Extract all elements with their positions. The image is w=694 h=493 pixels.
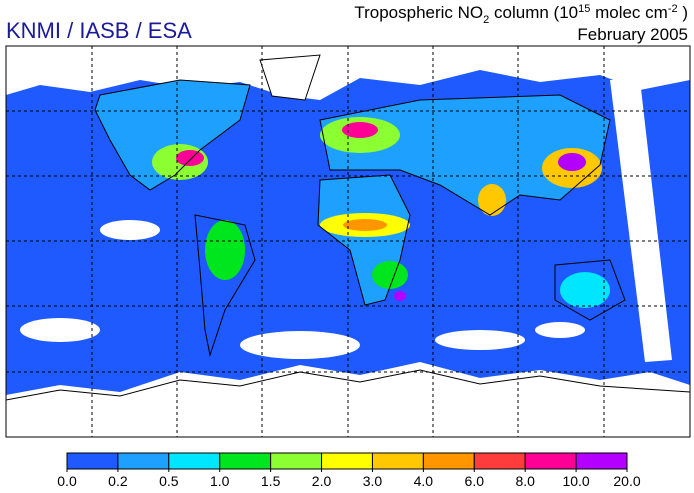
colorbar-bin <box>575 452 628 470</box>
hotspot <box>560 272 610 308</box>
graticule <box>6 46 690 437</box>
colorbar-bin <box>473 452 526 470</box>
hotspot <box>205 220 245 280</box>
colorbar-tick-label: 1.0 <box>210 473 230 489</box>
grid-lines <box>6 46 690 437</box>
colorbar-tick-label: 8.0 <box>515 473 535 489</box>
colorbar-tick-label: 4.0 <box>414 473 434 489</box>
colorbar-bin <box>270 452 323 470</box>
orbit-gap <box>610 80 672 362</box>
greenland <box>260 55 320 100</box>
hotspot <box>343 219 387 231</box>
coastline <box>319 94 611 216</box>
colorbar-tick-label: 0.0 <box>57 473 77 489</box>
hotspot <box>342 122 378 138</box>
coastline <box>5 369 691 401</box>
hotspot <box>558 153 586 171</box>
title-part: column (10 <box>489 3 578 22</box>
hotspot <box>372 261 408 289</box>
coastline <box>554 259 626 321</box>
colorbar-tick-label: 3.0 <box>363 473 383 489</box>
colorbar-tick-label: 6.0 <box>465 473 485 489</box>
title-part: molec cm <box>590 3 667 22</box>
title-part: ) <box>678 3 688 22</box>
cloud-gap <box>435 330 525 350</box>
colorbar-bin <box>371 452 424 470</box>
title-sup: 15 <box>578 3 590 15</box>
colorbar-bin <box>524 452 577 470</box>
cloud-gap <box>100 220 160 240</box>
map-title: Tropospheric NO2 column (1015 molec cm-2… <box>354 3 688 26</box>
coastline <box>94 79 251 191</box>
coastline <box>317 174 411 306</box>
colorbar-tick-label: 0.5 <box>159 473 179 489</box>
colorbar: 0.0 0.2 0.5 1.0 1.5 2.0 3.0 4.0 6.0 8.0 10.0 20.0 <box>57 452 641 489</box>
coastline <box>259 54 321 101</box>
hotspot <box>176 150 204 166</box>
colorbar-bin <box>321 452 373 470</box>
coastline <box>194 214 256 357</box>
hotspot <box>394 291 406 301</box>
colorbar-bin <box>66 452 119 470</box>
colorbar-bin <box>422 452 475 470</box>
colorbar-tick-label: 20.0 <box>613 473 640 489</box>
title-sub: 2 <box>483 14 489 26</box>
colorbar-bin <box>219 452 272 470</box>
agency-label: KNMI / IASB / ESA <box>6 18 192 43</box>
cloud-gap <box>20 318 100 342</box>
title-sup: -2 <box>668 3 678 15</box>
colorbar-tick-label: 1.5 <box>261 473 281 489</box>
cloud-gap <box>535 322 585 338</box>
title-part: Tropospheric NO <box>354 3 483 22</box>
colorbar-bin <box>168 452 221 470</box>
colorbar-tick-label: 10.0 <box>562 473 589 489</box>
north-america <box>95 80 250 190</box>
hotspot <box>478 184 506 216</box>
map <box>5 45 691 438</box>
map-date: February 2005 <box>577 25 688 44</box>
colorbar-tick-label: 0.2 <box>108 473 128 489</box>
cloud-gap <box>240 331 360 359</box>
colorbar-bin <box>117 452 170 470</box>
map-frame <box>5 45 691 438</box>
colorbar-tick-label: 2.0 <box>312 473 332 489</box>
